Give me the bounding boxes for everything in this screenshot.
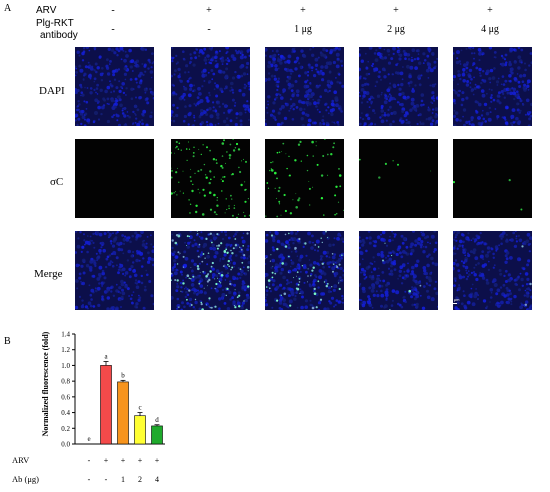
- micrograph-merge-col-3: [265, 231, 344, 310]
- arv-value-col-5: +: [487, 5, 493, 16]
- bar: [100, 365, 112, 445]
- micrograph-sigma-c-col-2: [171, 139, 250, 218]
- x-row-value: -: [105, 475, 108, 484]
- significance-letter: a: [104, 353, 108, 361]
- x-row-value: -: [88, 456, 91, 465]
- antibody-value-col-3: 1 μg: [294, 24, 312, 35]
- antibody-value-col-1: -: [111, 24, 115, 35]
- significance-letter: e: [87, 435, 90, 443]
- panel-a-letter: A: [4, 3, 12, 14]
- bar: [117, 381, 129, 445]
- micrograph-dapi-col-2: [171, 47, 250, 126]
- bar: [151, 425, 163, 445]
- row-label-sigma-c: σC: [50, 176, 64, 188]
- x-row-value: +: [121, 456, 126, 465]
- micrograph-merge-col-2: [171, 231, 250, 310]
- bar-chart: 0.0 0.2 0.4 0.6 0.8 1.0 1.2 1.4 Normalized fluor…: [12, 331, 165, 484]
- micrograph-merge-col-4: [359, 231, 438, 310]
- micrograph-dapi-col-3: [265, 47, 344, 126]
- bar: [134, 415, 146, 445]
- y-tick-label: 0.4: [61, 409, 70, 417]
- scale-bar: [447, 303, 457, 304]
- antibody-header-label-1: Plg-RKT: [36, 18, 74, 29]
- antibody-value-col-2: -: [207, 24, 211, 35]
- micrograph-dapi-col-4: [359, 47, 438, 126]
- y-tick-label: 0.2: [61, 425, 70, 433]
- y-axis-label: Normalized fluorescence (fold): [41, 331, 50, 436]
- arv-header-label: ARV: [36, 5, 57, 16]
- antibody-value-col-4: 2 μg: [387, 24, 405, 35]
- x-row-value: +: [138, 456, 143, 465]
- y-tick-label: 0.0: [61, 441, 70, 449]
- micrograph-sigma-c-col-5: [453, 139, 532, 218]
- significance-letter: b: [121, 371, 125, 379]
- micrograph-dapi-col-5: [453, 47, 532, 126]
- antibody-value-col-5: 4 μg: [481, 24, 499, 35]
- micrograph-sigma-c-col-4: [359, 139, 438, 218]
- arv-value-col-1: -: [111, 5, 115, 16]
- micrograph-dapi-col-1: [75, 47, 154, 126]
- panel-b-letter: B: [4, 336, 11, 347]
- scale-bar-label: 100 μm: [446, 297, 460, 302]
- arv-value-col-3: +: [300, 5, 306, 16]
- y-tick-label: 0.6: [61, 393, 70, 401]
- arv-value-col-2: +: [206, 5, 212, 16]
- y-tick-label: 1.2: [61, 346, 70, 354]
- x-row-value: 2: [138, 475, 142, 484]
- x-row-value: 1: [121, 475, 125, 484]
- y-tick-label: 1.4: [61, 331, 70, 339]
- x-row-value: -: [88, 475, 91, 484]
- y-tick-label: 1.0: [61, 362, 70, 370]
- micrograph-merge-col-1: [75, 231, 154, 310]
- antibody-header-label-2: antibody: [40, 30, 78, 41]
- y-tick-label: 0.8: [61, 378, 70, 386]
- x-row-label: ARV: [12, 455, 30, 465]
- micrograph-merge-col-5: [453, 231, 532, 310]
- arv-value-col-4: +: [393, 5, 399, 16]
- micrograph-sigma-c-col-1: [75, 139, 154, 218]
- x-row-value: +: [104, 456, 109, 465]
- row-label-merge: Merge: [34, 268, 63, 280]
- row-label-dapi: DAPI: [39, 85, 65, 97]
- significance-letter: d: [155, 416, 159, 424]
- significance-letter: c: [138, 404, 141, 412]
- x-row-value: 4: [155, 475, 159, 484]
- micrograph-sigma-c-col-3: [265, 139, 344, 218]
- x-row-label: Ab (μg): [12, 474, 39, 484]
- x-row-value: +: [155, 456, 160, 465]
